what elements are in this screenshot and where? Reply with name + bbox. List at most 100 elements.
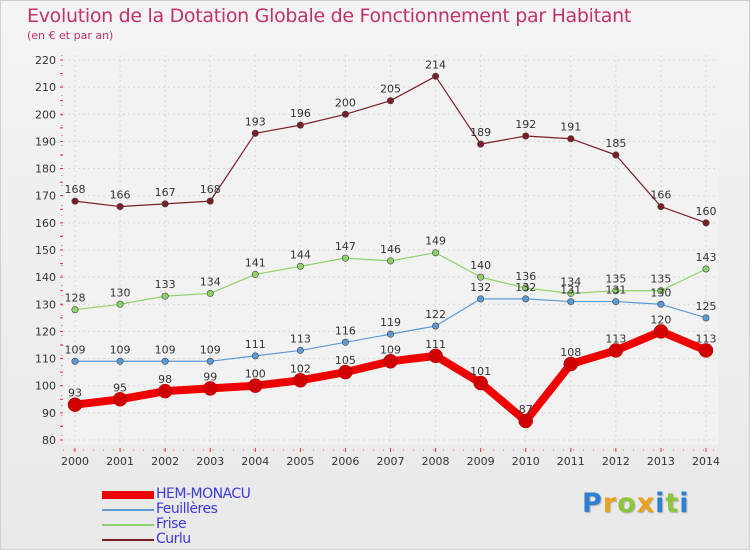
data-point-feuill-res — [71, 357, 79, 365]
data-label-hem-monacu: 98 — [158, 373, 172, 386]
legend-swatch-feuill-res — [102, 509, 154, 511]
data-point-hem-monacu — [112, 392, 128, 407]
data-point-hem-monacu — [293, 373, 308, 388]
data-point-curlu — [71, 197, 79, 205]
data-label-hem-monacu: 95 — [113, 381, 127, 394]
data-point-frise — [612, 287, 620, 295]
data-point-hem-monacu — [428, 348, 443, 364]
data-point-frise — [296, 262, 304, 270]
data-label-curlu: 191 — [560, 121, 581, 134]
data-label-hem-monacu: 87 — [519, 403, 533, 416]
data-label-frise: 133 — [155, 278, 176, 291]
data-label-feuill-res: 109 — [65, 343, 86, 356]
data-point-feuill-res — [702, 314, 710, 322]
legend-swatch-frise — [102, 524, 154, 526]
data-point-curlu — [341, 110, 349, 118]
data-label-feuill-res: 111 — [245, 338, 266, 351]
data-point-frise — [702, 265, 710, 273]
x-tick-label: 2009 — [467, 455, 495, 468]
x-tick-label: 2003 — [196, 455, 224, 468]
y-tick-label: 130 — [35, 298, 56, 311]
data-label-frise: 149 — [425, 235, 446, 248]
x-tick-label: 2014 — [692, 455, 720, 468]
x-tick-label: 2013 — [647, 455, 675, 468]
data-point-curlu — [612, 151, 620, 159]
data-point-frise — [251, 270, 259, 278]
data-label-curlu: 168 — [200, 183, 221, 196]
data-label-curlu: 193 — [245, 115, 266, 128]
data-point-hem-monacu — [67, 397, 83, 412]
data-label-feuill-res: 125 — [696, 300, 717, 313]
data-point-curlu — [657, 203, 665, 211]
data-point-feuill-res — [386, 330, 394, 338]
data-point-curlu — [477, 140, 485, 148]
legend-swatch-curlu — [102, 539, 154, 541]
legend-label-feuill-res: Feuillères — [156, 501, 218, 517]
data-point-feuill-res — [161, 357, 169, 365]
data-label-hem-monacu: 100 — [245, 368, 266, 381]
data-point-feuill-res — [522, 295, 530, 303]
legend-label-frise: Frise — [156, 516, 187, 532]
data-label-hem-monacu: 111 — [425, 338, 446, 351]
data-label-frise: 134 — [200, 275, 221, 288]
data-label-curlu: 205 — [380, 83, 401, 96]
data-label-curlu: 214 — [425, 58, 446, 71]
chart-subtitle: (en € et par an) — [27, 29, 114, 42]
data-label-frise: 141 — [245, 256, 266, 269]
data-label-feuill-res: 131 — [560, 284, 581, 297]
legend-swatch-hem-monacu — [102, 491, 154, 499]
data-label-frise: 135 — [605, 273, 626, 286]
y-tick-label: 90 — [42, 407, 56, 420]
x-tick-label: 2011 — [557, 455, 585, 468]
data-label-hem-monacu: 93 — [68, 387, 82, 400]
data-point-frise — [341, 254, 349, 262]
data-label-hem-monacu: 108 — [560, 346, 581, 359]
data-label-curlu: 185 — [605, 137, 626, 150]
y-tick-label: 210 — [35, 81, 56, 94]
data-label-curlu: 168 — [65, 183, 86, 196]
data-label-frise: 143 — [696, 251, 717, 264]
x-tick-label: 2007 — [377, 455, 405, 468]
y-tick-label: 190 — [35, 135, 56, 148]
data-point-frise — [386, 257, 394, 265]
x-tick-label: 2005 — [286, 455, 314, 468]
data-label-hem-monacu: 105 — [335, 354, 356, 367]
data-label-feuill-res: 109 — [200, 343, 221, 356]
data-point-hem-monacu — [157, 383, 173, 399]
data-label-curlu: 192 — [515, 118, 536, 131]
data-label-curlu: 200 — [335, 96, 356, 109]
y-tick-label: 200 — [35, 108, 56, 121]
data-label-feuill-res: 109 — [155, 343, 176, 356]
y-tick-label: 110 — [35, 353, 56, 366]
data-point-hem-monacu — [698, 343, 714, 358]
y-tick-label: 180 — [35, 163, 56, 176]
data-point-hem-monacu — [563, 356, 579, 372]
data-point-curlu — [702, 219, 710, 227]
data-point-feuill-res — [657, 300, 665, 308]
data-point-feuill-res — [432, 322, 440, 330]
data-label-frise: 130 — [110, 286, 131, 299]
data-label-curlu: 166 — [650, 189, 671, 202]
data-label-frise: 135 — [650, 273, 671, 286]
data-label-frise: 134 — [560, 275, 581, 288]
y-tick-label: 100 — [35, 380, 56, 393]
y-tick-label: 220 — [35, 54, 56, 67]
data-point-curlu — [296, 121, 304, 129]
data-point-hem-monacu — [653, 324, 669, 339]
data-point-curlu — [432, 72, 440, 80]
data-point-feuill-res — [567, 298, 575, 306]
data-point-feuill-res — [116, 357, 124, 365]
data-label-curlu: 196 — [290, 107, 311, 120]
data-point-frise — [522, 284, 530, 292]
data-point-frise — [206, 289, 214, 297]
data-point-frise — [432, 249, 440, 257]
x-tick-label: 2006 — [331, 455, 359, 468]
data-point-curlu — [116, 203, 124, 211]
y-tick-label: 170 — [35, 190, 56, 203]
data-label-hem-monacu: 113 — [696, 332, 717, 345]
x-tick-label: 2002 — [151, 455, 179, 468]
data-point-frise — [657, 287, 665, 295]
data-label-feuill-res: 132 — [470, 281, 491, 294]
data-label-frise: 140 — [470, 259, 491, 272]
x-tick-label: 2010 — [512, 455, 540, 468]
